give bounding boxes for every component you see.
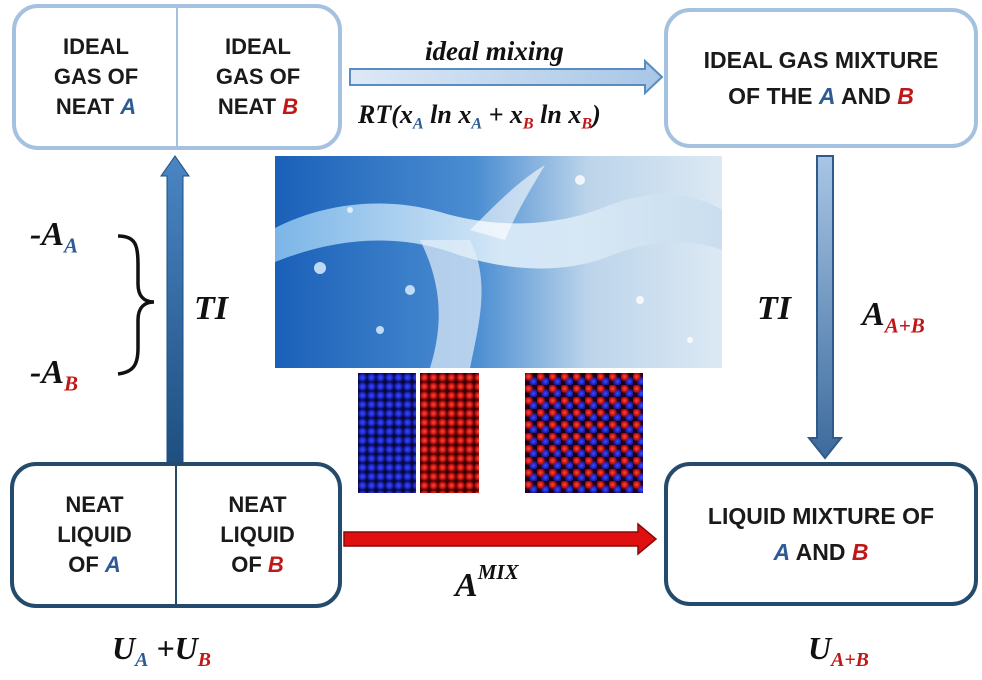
ideal-mixing-formula: RT(xA ln xA + xB ln xB) [358, 100, 601, 134]
neat-liquid-b-line2: LIQUID [220, 522, 295, 547]
ti-down-arrow [806, 155, 844, 460]
neat-a-molecules-image [358, 373, 416, 493]
and-label: AND [795, 539, 846, 565]
formula-sub-b: B [522, 115, 534, 133]
neat-liquid-b: NEAT LIQUID OF B [177, 466, 338, 604]
mixture-molecules-image [525, 373, 643, 493]
formula-sub-a: A [412, 115, 424, 133]
ideal-gas-b-line1: IDEAL [225, 34, 291, 59]
formula-part: RT(x [358, 100, 413, 129]
neat-liquid-b-line3: OF [231, 552, 262, 577]
ti-up-arrow [160, 155, 190, 463]
a-a-plus-b-sub: A+B [884, 313, 925, 338]
water-splash-image [275, 156, 722, 368]
u-a-sub: A [135, 648, 149, 671]
neat-liquid-box: NEAT LIQUID OF A NEAT LIQUID OF B [10, 462, 342, 608]
neat-liquid-a-line1: NEAT [65, 492, 124, 517]
formula-part: ln x [533, 100, 582, 129]
ideal-gas-mixture-box: IDEAL GAS MIXTURE OF THE A AND B [664, 8, 978, 148]
neg-a-base: -A [30, 216, 64, 253]
a-mix-label: AMIX [455, 560, 519, 605]
u-b-sub: B [197, 648, 211, 671]
ideal-gas-b-line2: GAS OF [215, 64, 301, 89]
species-a-label: A [773, 539, 791, 565]
ideal-gas-mixture-line1: IDEAL GAS MIXTURE [703, 47, 939, 73]
u-ab-sub: A+B [831, 648, 869, 671]
liquid-mixture-box: LIQUID MIXTURE OF A AND B [664, 462, 978, 606]
ideal-gas-a-line3: NEAT [55, 94, 115, 119]
a-mix-base: A [455, 566, 478, 604]
u-a-base: U [112, 630, 136, 666]
ideal-gas-b-line3: NEAT [217, 94, 277, 119]
neat-liquid-b-line1: NEAT [228, 492, 287, 517]
neg-b-base: -A [30, 354, 64, 391]
and-label: AND [841, 83, 891, 109]
species-b-label: B [282, 94, 299, 119]
formula-sub-a: A [471, 115, 483, 133]
neat-b-molecules-image [420, 373, 479, 493]
liquid-mixture-line1: LIQUID MIXTURE OF [707, 503, 935, 529]
neat-liquid-a-line3: OF [68, 552, 99, 577]
a-a-plus-b-base: A [862, 296, 885, 333]
curly-brace [117, 234, 155, 376]
ideal-gas-a-line1: IDEAL [63, 34, 129, 59]
neg-a-a-label: -AA [30, 216, 78, 258]
species-b-label: B [851, 539, 869, 565]
ideal-gas-neat-a: IDEAL GAS OF NEAT A [16, 8, 178, 146]
u-a-plus-u-b-label: UA +UB [112, 630, 211, 672]
species-b-label: B [897, 83, 914, 109]
ideal-gas-mixture-line2: OF THE [728, 83, 813, 109]
ideal-gas-neat-box: IDEAL GAS OF NEAT A IDEAL GAS OF NEAT B [12, 4, 342, 150]
formula-part: ) [592, 100, 601, 129]
species-a-label: A [104, 552, 121, 577]
ideal-mixing-label: ideal mixing [425, 36, 564, 66]
a-mix-arrow [343, 522, 658, 556]
species-a-label: A [120, 94, 137, 119]
ideal-gas-neat-b: IDEAL GAS OF NEAT B [178, 8, 338, 146]
neat-liquid-a: NEAT LIQUID OF A [14, 466, 177, 604]
a-mix-sup: MIX [477, 560, 519, 584]
neg-a-sub: A [64, 233, 79, 258]
u-a-plus-b-label: UA+B [808, 630, 869, 672]
ideal-gas-a-line2: GAS OF [53, 64, 139, 89]
right-ti-label: TI [757, 290, 791, 327]
u-ab-base: U [808, 630, 832, 666]
left-ti-label: TI [194, 290, 228, 327]
formula-sub-b: B [581, 115, 593, 133]
ideal-mixing-arrow [349, 58, 664, 96]
formula-part: + x [482, 100, 523, 129]
species-a-label: A [818, 83, 836, 109]
neg-a-b-label: -AB [30, 354, 78, 396]
a-a-plus-b-label: AA+B [862, 296, 925, 338]
neg-b-sub: B [64, 371, 79, 396]
u-b-base: U [174, 630, 198, 666]
formula-part: ln x [423, 100, 472, 129]
plus-sign: + [148, 630, 175, 666]
species-b-label: B [267, 552, 284, 577]
neat-liquid-a-line2: LIQUID [57, 522, 132, 547]
